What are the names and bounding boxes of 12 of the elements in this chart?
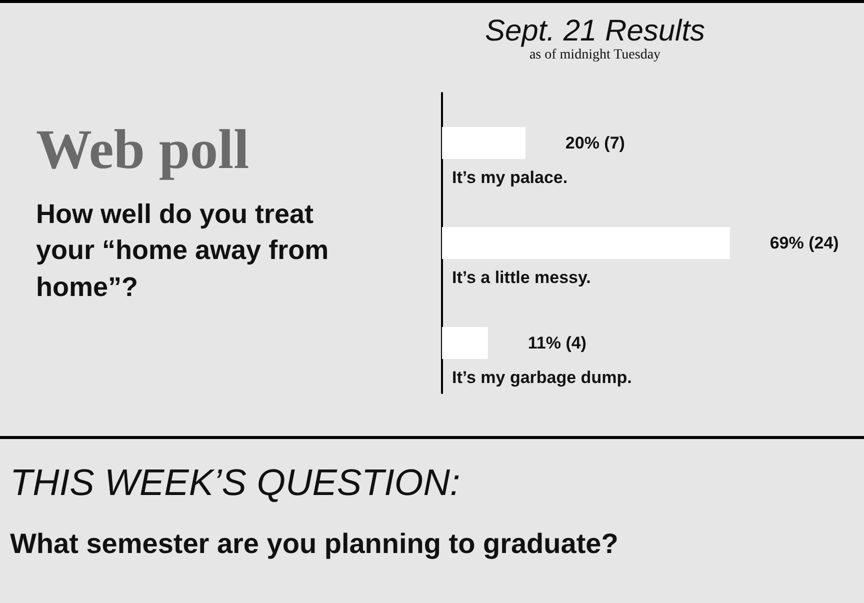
- text: THIS WEEK’S QUESTION:: [10, 462, 460, 504]
- text: Web poll: [36, 118, 250, 182]
- chart-subtitle: as of midnight Tuesday: [529, 48, 661, 62]
- data-label: 11% (4): [528, 334, 586, 352]
- y-tick-label: It’s my palace.: [452, 168, 568, 187]
- y-tick-label: It’s my garbage dump.: [452, 368, 632, 387]
- text: What semester are you planning to graduate?: [10, 528, 618, 560]
- y-tick-label: It’s a little messy.: [452, 268, 591, 287]
- chart-title: Sept. 21 Results: [484, 14, 706, 48]
- data-label: 69% (24): [770, 234, 839, 252]
- data-label: 20% (7): [565, 134, 625, 152]
- text: How well do you treat your “home away from home”?: [36, 198, 330, 304]
